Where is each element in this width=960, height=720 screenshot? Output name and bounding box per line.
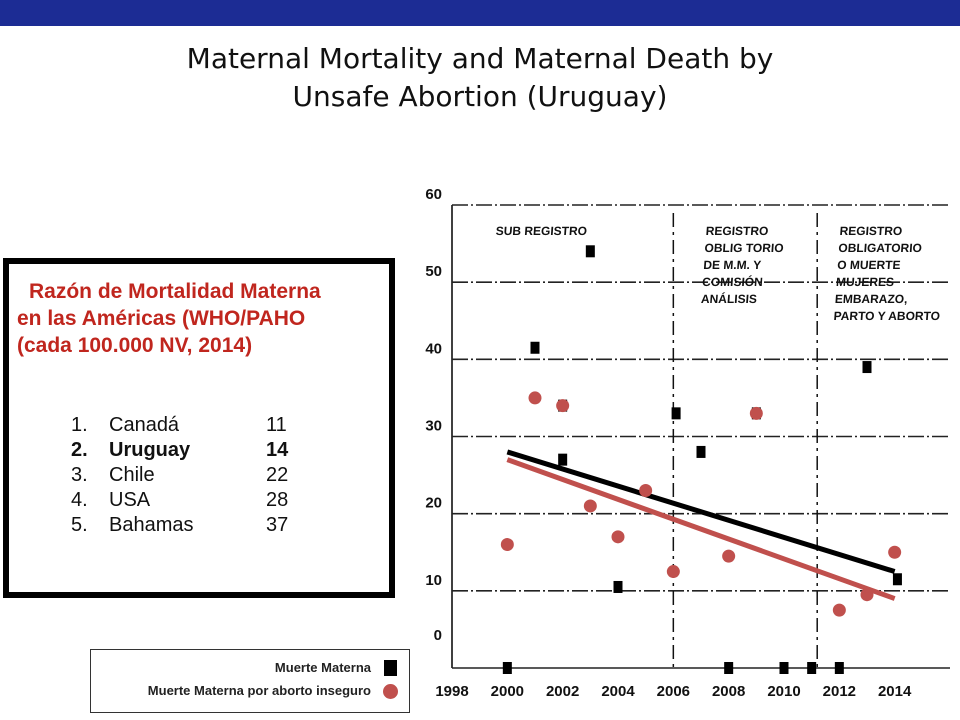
- data-point-muerte-materna: [530, 341, 540, 354]
- data-point-aborto-inseguro: [749, 406, 763, 420]
- y-tick-label: 40: [425, 340, 442, 357]
- data-point-aborto-inseguro: [528, 391, 542, 405]
- period-label: PARTO Y ABORTO: [833, 309, 940, 323]
- trend-line-muerte-materna: [506, 449, 896, 574]
- rank-value: 28: [266, 489, 289, 511]
- x-tick-label: 1998: [435, 683, 468, 700]
- data-point-aborto-inseguro: [666, 565, 680, 579]
- rank-country: Bahamas: [109, 514, 194, 536]
- data-point-aborto-inseguro: [639, 484, 653, 498]
- data-point-muerte-materna: [502, 662, 512, 674]
- period-label: COMISIÓN: [702, 274, 764, 289]
- rank-value: 22: [266, 464, 289, 486]
- data-point-aborto-inseguro: [500, 538, 514, 552]
- ranking-heading-line-2: en las Américas (WHO/PAHO: [17, 307, 306, 330]
- y-tick-label: 60: [425, 186, 442, 203]
- x-tick-label: 2008: [712, 683, 745, 700]
- legend-label: Muerte Materna por aborto inseguro: [147, 683, 371, 698]
- x-tick-label: 2012: [823, 683, 856, 700]
- data-point-muerte-materna: [779, 662, 789, 674]
- rank-number: 2.: [71, 439, 88, 461]
- period-label: OBLIG TORIO: [704, 241, 784, 255]
- trend-line-aborto-inseguro: [506, 457, 896, 601]
- data-point-aborto-inseguro: [832, 603, 846, 617]
- circle-marker-icon: [383, 684, 398, 699]
- chart-legend: Muerte Materna Muerte Materna por aborto…: [90, 649, 410, 713]
- x-tick-label: 2010: [767, 683, 800, 700]
- x-tick-label: 2014: [878, 683, 912, 700]
- ranking-heading-line-3: (cada 100.000 NV, 2014): [17, 334, 253, 357]
- x-tick-label: 2004: [601, 683, 635, 700]
- data-point-muerte-materna: [892, 573, 902, 586]
- slide-title: Maternal Mortality and Maternal Death by…: [0, 40, 960, 116]
- data-point-aborto-inseguro: [860, 588, 874, 602]
- data-point-muerte-materna: [558, 453, 568, 466]
- period-label: SUB REGISTRO: [495, 224, 587, 238]
- ranking-row: 4. USA 28: [71, 489, 331, 514]
- data-point-muerte-materna: [696, 445, 706, 458]
- ranking-heading: Razón de Mortalidad Materna en las Améri…: [17, 278, 383, 359]
- ranking-row: 2. Uruguay 14: [71, 439, 331, 464]
- data-point-muerte-materna: [585, 245, 595, 258]
- ranking-row: 5. Bahamas 37: [71, 514, 331, 539]
- data-point-muerte-materna: [862, 361, 872, 374]
- rank-number: 1.: [71, 414, 88, 436]
- rank-country: Chile: [109, 464, 155, 486]
- data-point-muerte-materna: [671, 407, 681, 420]
- rank-value: 14: [266, 439, 289, 461]
- top-accent-bar: [0, 0, 960, 26]
- data-point-aborto-inseguro: [722, 549, 736, 563]
- data-point-muerte-materna: [613, 580, 623, 593]
- y-tick-label: 10: [425, 572, 442, 589]
- data-point-aborto-inseguro: [888, 545, 902, 559]
- y-tick-label: 20: [425, 495, 442, 512]
- rank-value: 11: [266, 414, 287, 436]
- period-label: O MUERTE: [837, 258, 901, 272]
- rank-country: Uruguay: [109, 439, 191, 461]
- title-line-2: Unsafe Abortion (Uruguay): [292, 80, 668, 113]
- rank-number: 3.: [71, 464, 88, 486]
- mortality-ranking-box: Razón de Mortalidad Materna en las Améri…: [3, 258, 395, 598]
- period-label: DE M.M. Y: [703, 258, 762, 272]
- rank-value: 37: [266, 514, 289, 536]
- ranking-list: 1. Canadá 11 2. Uruguay 14 3. Chile 22 4…: [71, 414, 331, 539]
- ranking-heading-line-1: Razón de Mortalidad Materna: [29, 280, 321, 303]
- data-point-aborto-inseguro: [556, 399, 570, 413]
- period-label: ANÁLISIS: [701, 291, 758, 306]
- legend-label: Muerte Materna: [274, 660, 371, 675]
- data-point-aborto-inseguro: [611, 530, 625, 544]
- x-tick-label: 2000: [491, 683, 524, 700]
- period-label: OBLIGATORIO: [838, 241, 922, 255]
- ranking-row: 1. Canadá 11: [71, 414, 331, 439]
- period-label: REGISTRO: [839, 224, 903, 238]
- y-tick-label: 30: [425, 418, 442, 435]
- x-tick-label: 2002: [546, 683, 579, 700]
- period-label: REGISTRO: [705, 224, 769, 238]
- ranking-row: 3. Chile 22: [71, 464, 331, 489]
- square-marker-icon: [384, 660, 397, 676]
- rank-country: USA: [109, 489, 151, 511]
- period-label: MUJERES: [836, 275, 895, 289]
- period-label: EMBARAZO,: [834, 292, 908, 306]
- title-line-1: Maternal Mortality and Maternal Death by: [186, 42, 774, 75]
- y-tick-label: 50: [425, 263, 442, 280]
- data-point-aborto-inseguro: [583, 499, 597, 513]
- rank-country: Canadá: [109, 414, 180, 436]
- y-tick-label: 0: [434, 627, 442, 644]
- data-point-muerte-materna: [834, 662, 844, 674]
- x-tick-label: 2006: [657, 683, 690, 700]
- data-point-muerte-materna: [807, 662, 817, 674]
- rank-number: 5.: [71, 514, 88, 536]
- rank-number: 4.: [71, 489, 88, 511]
- data-point-muerte-materna: [724, 662, 734, 674]
